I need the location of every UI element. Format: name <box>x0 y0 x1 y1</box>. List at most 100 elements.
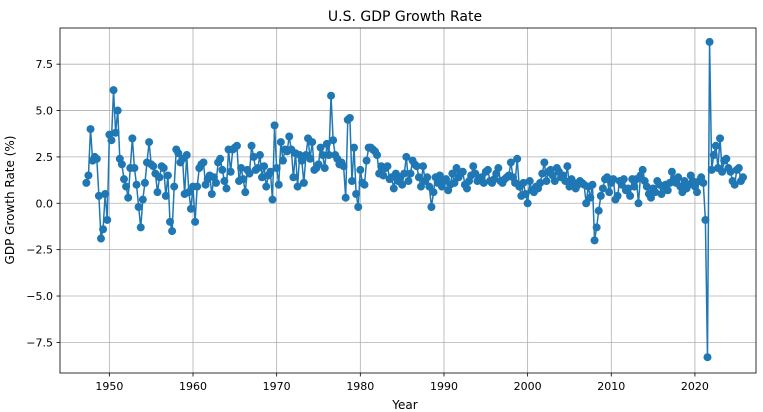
data-point <box>674 173 683 182</box>
data-point <box>161 191 170 200</box>
data-point <box>471 169 480 178</box>
data-point <box>462 184 471 193</box>
data-point <box>117 160 126 169</box>
data-point <box>389 184 398 193</box>
data-point <box>519 178 528 187</box>
data-point <box>483 165 492 174</box>
data-point <box>193 182 202 191</box>
x-tick-label: 1960 <box>179 380 207 393</box>
data-point <box>469 162 478 171</box>
data-point <box>540 158 549 167</box>
data-point <box>588 180 597 189</box>
data-point <box>226 167 235 176</box>
data-point <box>262 182 271 191</box>
data-point <box>707 165 716 174</box>
data-point <box>339 162 348 171</box>
data-point <box>99 225 108 234</box>
data-point <box>241 188 250 197</box>
data-point <box>603 173 612 182</box>
x-tick-label: 1980 <box>346 380 374 393</box>
x-tick-label: 2010 <box>597 380 625 393</box>
data-point <box>268 195 277 204</box>
data-point <box>525 177 534 186</box>
data-point <box>163 171 172 180</box>
data-point <box>425 182 434 191</box>
ticks-layer: 1950 1960 1970 1980 1990 2000 2010 2020 −7.5 −5.0… <box>26 58 709 393</box>
data-point <box>149 162 158 171</box>
data-point <box>400 169 409 178</box>
data-point <box>452 164 461 173</box>
data-point <box>701 215 710 224</box>
data-point <box>693 188 702 197</box>
data-point <box>592 223 601 232</box>
data-point <box>253 164 262 173</box>
data-point <box>523 199 532 208</box>
data-point <box>308 138 317 147</box>
data-point <box>345 113 354 122</box>
data-point <box>563 162 572 171</box>
data-point <box>260 162 269 171</box>
data-point <box>404 177 413 186</box>
data-point <box>124 193 133 202</box>
data-point <box>297 156 306 165</box>
data-point <box>220 177 229 186</box>
data-point <box>285 132 294 141</box>
data-point <box>730 180 739 189</box>
data-point <box>379 171 388 180</box>
data-point <box>120 175 128 184</box>
data-point <box>128 134 137 143</box>
data-point <box>134 202 143 211</box>
data-point <box>168 227 177 236</box>
data-point <box>598 184 607 193</box>
y-tick-label: 0.0 <box>36 197 54 210</box>
data-point <box>222 184 231 193</box>
data-point <box>132 180 141 189</box>
data-point <box>186 204 195 213</box>
data-point <box>703 353 712 362</box>
data-point <box>276 138 285 147</box>
data-point <box>726 167 735 176</box>
data-point <box>122 182 131 191</box>
data-point <box>270 121 279 130</box>
x-tick-label: 2000 <box>514 380 542 393</box>
data-point <box>435 171 444 180</box>
x-tick-label: 1950 <box>95 380 123 393</box>
data-point <box>266 167 275 176</box>
data-point <box>218 165 227 174</box>
x-tick-label: 1970 <box>263 380 291 393</box>
data-point <box>232 141 241 150</box>
data-point <box>145 138 154 147</box>
data-point <box>356 165 365 174</box>
data-point <box>414 173 423 182</box>
data-point <box>103 215 112 224</box>
data-point <box>278 156 287 165</box>
y-tick-label: −2.5 <box>26 244 53 257</box>
y-tick-label: 7.5 <box>36 58 54 71</box>
data-point <box>398 180 407 189</box>
data-point <box>634 199 643 208</box>
data-point <box>373 151 382 160</box>
data-point <box>245 169 254 178</box>
data-point <box>667 167 676 176</box>
data-point <box>626 191 635 200</box>
data-point <box>322 139 331 148</box>
data-point <box>184 188 193 197</box>
data-point <box>239 175 248 184</box>
data-point <box>613 191 622 200</box>
data-point <box>596 191 605 200</box>
data-point <box>642 182 651 191</box>
data-point <box>320 164 329 173</box>
data-point <box>718 167 727 176</box>
data-point <box>191 217 200 226</box>
data-point <box>406 169 415 178</box>
y-tick-label: 2.5 <box>36 151 54 164</box>
data-point <box>705 37 714 46</box>
data-point <box>699 178 708 187</box>
data-point <box>360 180 369 189</box>
data-point <box>630 182 639 191</box>
data-point <box>272 164 281 173</box>
data-point <box>419 162 428 171</box>
data-point <box>347 177 356 186</box>
data-point <box>402 152 411 161</box>
